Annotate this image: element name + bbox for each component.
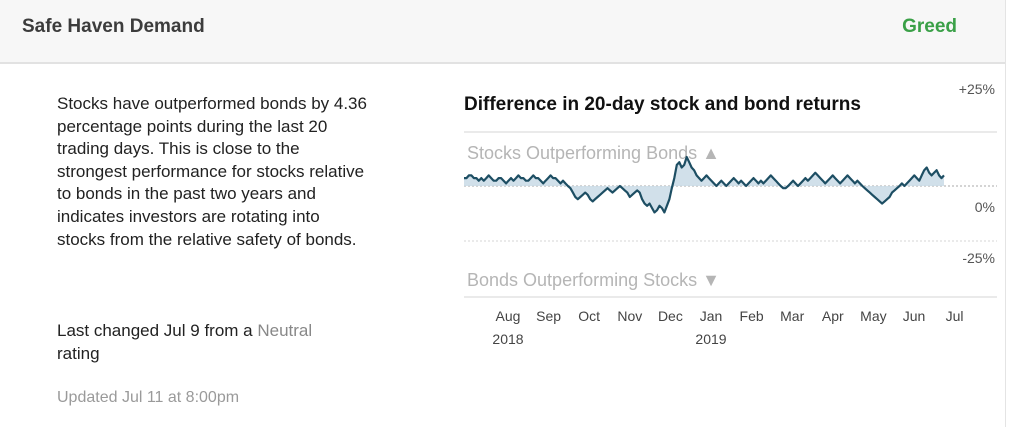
previous-rating: Neutral: [257, 321, 313, 340]
x-year-label: 2019: [695, 331, 726, 347]
series-line: [464, 155, 945, 214]
last-changed-prefix: Last changed Jul 9 from a: [57, 321, 253, 340]
upper-region-label: Stocks Outperforming Bonds ▲: [467, 143, 720, 163]
card-title: Safe Haven Demand: [22, 16, 205, 37]
x-tick-label: Jan: [700, 308, 723, 324]
last-changed-text: Last changed Jul 9 from a Neutral rating: [57, 320, 377, 365]
updated-timestamp: Updated Jul 11 at 8:00pm: [57, 389, 240, 406]
x-year-label: 2018: [492, 331, 523, 347]
x-tick-label: Jun: [903, 308, 926, 324]
x-tick-label: Mar: [780, 308, 804, 324]
card-header: Safe Haven Demand Greed: [0, 0, 1005, 64]
x-tick-label: Sep: [536, 308, 561, 324]
x-tick-label: Aug: [496, 308, 521, 324]
x-tick-label: Feb: [740, 308, 764, 324]
indicator-description: Stocks have outperformed bonds by 4.36 p…: [57, 94, 367, 249]
card-body: [0, 64, 1005, 427]
last-changed-suffix: rating: [57, 343, 100, 363]
y-tick-label: 0%: [975, 199, 995, 215]
lower-region-label: Bonds Outperforming Stocks ▼: [467, 270, 720, 290]
x-tick-label: Apr: [822, 308, 844, 324]
x-tick-label: Jul: [946, 308, 964, 324]
x-tick-label: Dec: [658, 308, 683, 324]
x-tick-label: May: [860, 308, 886, 324]
x-tick-label: Nov: [617, 308, 642, 324]
x-tick-label: Oct: [578, 308, 600, 324]
y-tick-label: -25%: [962, 250, 995, 266]
series-area: [464, 157, 944, 213]
chart-title: Difference in 20-day stock and bond retu…: [464, 94, 861, 115]
y-tick-label: +25%: [959, 81, 995, 97]
rating-badge: Greed: [902, 16, 957, 37]
